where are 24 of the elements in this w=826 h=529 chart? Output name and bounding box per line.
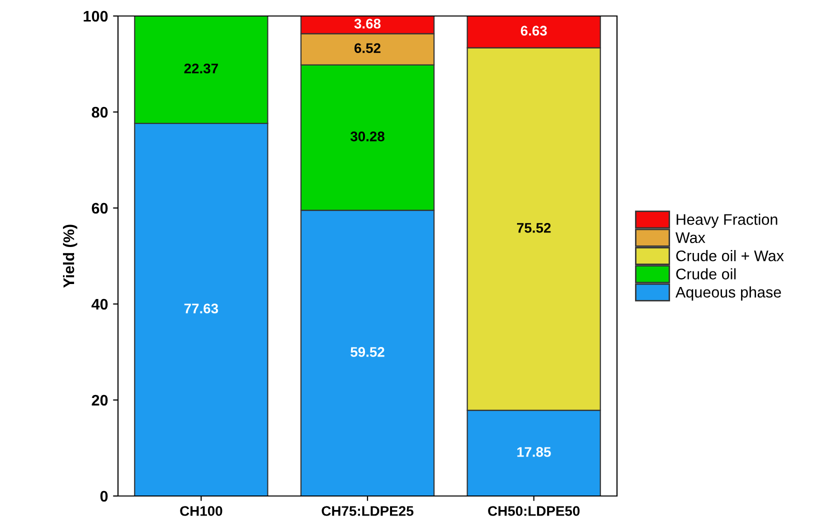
legend-label: Crude oil + Wax	[676, 250, 784, 262]
legend-label: Heavy Fraction	[676, 214, 778, 228]
y-tick-label: 100	[84, 10, 108, 22]
data-label: 30.28	[350, 132, 384, 142]
y-tick-label: 60	[92, 202, 108, 214]
legend-label: Aqueous phase	[675, 286, 781, 301]
data-label: 3.68	[354, 18, 381, 29]
y-tick-label: 20	[92, 394, 108, 406]
data-label: 17.85	[517, 447, 551, 457]
data-label: 22.37	[184, 64, 218, 74]
data-label: 6.52	[354, 43, 380, 54]
data-label: 59.52	[350, 347, 384, 357]
y-tick-label: 80	[92, 106, 108, 118]
x-tick-label: CH75:LDPE25	[322, 506, 414, 516]
legend-label: Crude oil	[676, 268, 736, 280]
x-tick-label: CH100	[180, 506, 222, 516]
x-tick-label: CH50:LDPE50	[488, 506, 580, 516]
y-axis-title: Yield (%)	[62, 224, 78, 288]
data-label: 75.52	[517, 222, 551, 233]
data-label: 77.63	[184, 304, 218, 314]
y-tick-label: 0	[100, 490, 108, 502]
legend-label: Wax	[676, 232, 706, 244]
y-tick-label: 40	[92, 298, 108, 310]
data-label: 6.63	[520, 26, 547, 36]
